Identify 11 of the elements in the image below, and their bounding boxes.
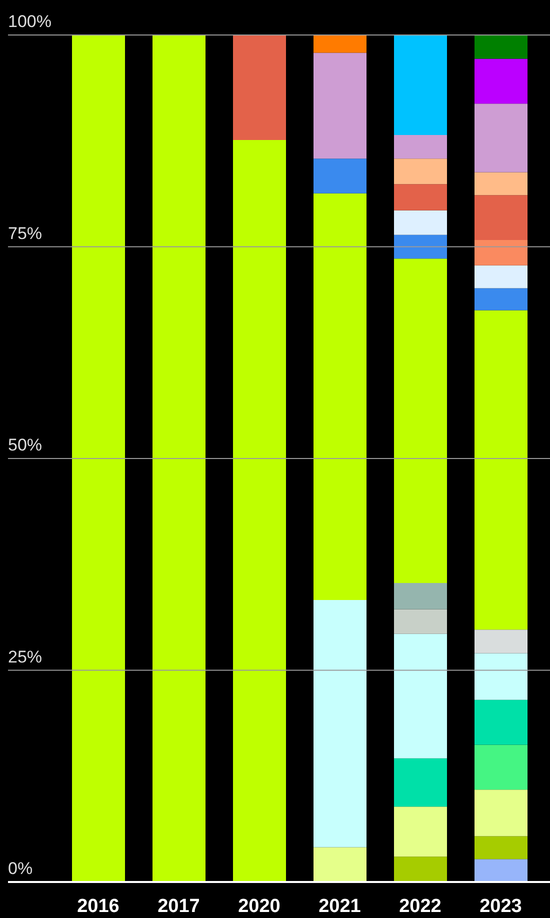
x-tick-label: 2021 — [318, 896, 362, 917]
x-tick-label: 2023 — [480, 896, 522, 917]
y-tick-label: 25% — [8, 647, 42, 666]
y-tick-label: 100% — [8, 12, 52, 31]
y-tick-label: 50% — [8, 436, 42, 454]
x-tick-label: 2017 — [158, 896, 200, 917]
y-tick-label: 0% — [8, 859, 33, 878]
y-tick-label: 75% — [8, 224, 42, 243]
x-tick-label: 2020 — [238, 896, 280, 917]
x-tick-label: 2016 — [77, 896, 120, 917]
x-tick-label: 2022 — [399, 896, 442, 917]
